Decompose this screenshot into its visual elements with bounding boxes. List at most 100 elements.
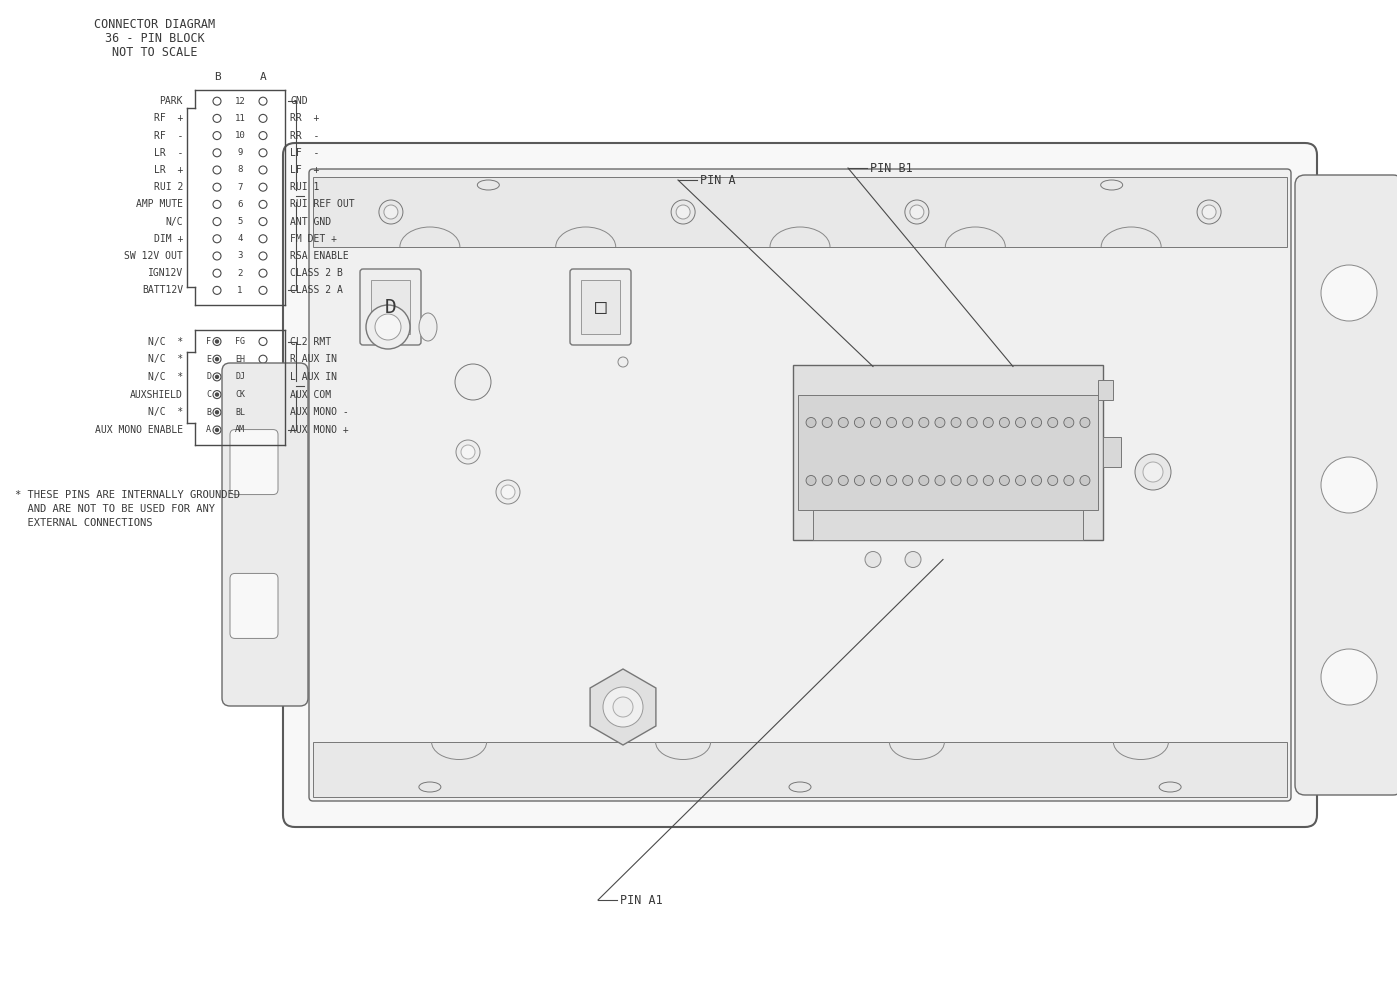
Circle shape xyxy=(212,166,221,174)
Text: LR  +: LR + xyxy=(154,165,183,175)
Circle shape xyxy=(1197,200,1221,224)
Ellipse shape xyxy=(419,313,437,341)
Circle shape xyxy=(212,409,221,416)
Circle shape xyxy=(455,440,481,464)
Text: RUI 2: RUI 2 xyxy=(154,182,183,192)
Circle shape xyxy=(870,417,880,427)
Bar xyxy=(813,510,1083,540)
Bar xyxy=(1098,380,1113,400)
Circle shape xyxy=(258,286,267,294)
Circle shape xyxy=(212,391,221,399)
Circle shape xyxy=(919,475,929,485)
Circle shape xyxy=(258,391,267,399)
Text: AND ARE NOT TO BE USED FOR ANY: AND ARE NOT TO BE USED FOR ANY xyxy=(15,504,215,514)
Circle shape xyxy=(212,149,221,157)
Text: AUXSHIELD: AUXSHIELD xyxy=(130,390,183,400)
Circle shape xyxy=(1031,475,1042,485)
Bar xyxy=(581,280,620,334)
Circle shape xyxy=(212,201,221,209)
Text: □: □ xyxy=(595,297,606,316)
Circle shape xyxy=(215,357,219,362)
Text: 12: 12 xyxy=(235,96,246,105)
Circle shape xyxy=(855,475,865,485)
Text: RR  +: RR + xyxy=(291,113,320,123)
Circle shape xyxy=(909,205,923,219)
Circle shape xyxy=(604,687,643,727)
Circle shape xyxy=(215,393,219,397)
Circle shape xyxy=(905,200,929,224)
Circle shape xyxy=(212,373,221,381)
Text: B: B xyxy=(214,72,221,82)
Circle shape xyxy=(258,235,267,243)
Circle shape xyxy=(1016,417,1025,427)
Text: NOT TO SCALE: NOT TO SCALE xyxy=(112,46,198,59)
FancyBboxPatch shape xyxy=(231,429,278,495)
FancyBboxPatch shape xyxy=(284,143,1317,827)
Circle shape xyxy=(823,417,833,427)
Circle shape xyxy=(258,183,267,191)
Text: RF  +: RF + xyxy=(154,113,183,123)
Circle shape xyxy=(384,205,398,219)
Text: N/C: N/C xyxy=(165,217,183,227)
Circle shape xyxy=(902,417,912,427)
Circle shape xyxy=(258,218,267,226)
Bar xyxy=(1104,437,1120,467)
Circle shape xyxy=(1201,205,1215,219)
Text: C: C xyxy=(205,390,211,399)
Text: AUX MONO +: AUX MONO + xyxy=(291,425,349,435)
Text: DIM +: DIM + xyxy=(154,234,183,244)
Ellipse shape xyxy=(789,782,812,792)
Text: AUX MONO -: AUX MONO - xyxy=(291,408,349,417)
Ellipse shape xyxy=(419,782,441,792)
Text: 7: 7 xyxy=(237,183,243,192)
Circle shape xyxy=(258,97,267,105)
Circle shape xyxy=(806,475,816,485)
Text: A: A xyxy=(260,72,267,82)
Circle shape xyxy=(455,364,490,400)
Circle shape xyxy=(617,357,629,367)
FancyBboxPatch shape xyxy=(1295,175,1397,795)
Text: R AUX IN: R AUX IN xyxy=(291,354,337,364)
Text: RR  -: RR - xyxy=(291,130,320,140)
Circle shape xyxy=(838,417,848,427)
Bar xyxy=(313,177,1287,247)
Text: 8: 8 xyxy=(237,165,243,175)
Circle shape xyxy=(374,314,401,340)
Circle shape xyxy=(258,114,267,122)
Circle shape xyxy=(935,417,944,427)
Circle shape xyxy=(258,252,267,260)
Text: EXTERNAL CONNECTIONS: EXTERNAL CONNECTIONS xyxy=(15,518,152,528)
Circle shape xyxy=(1322,265,1377,321)
Circle shape xyxy=(258,409,267,416)
Circle shape xyxy=(1322,457,1377,513)
Circle shape xyxy=(212,252,221,260)
Bar xyxy=(793,365,1104,540)
Text: AM: AM xyxy=(235,425,244,434)
Circle shape xyxy=(215,375,219,379)
Text: N/C  *: N/C * xyxy=(148,354,183,364)
Circle shape xyxy=(212,97,221,105)
Circle shape xyxy=(905,552,921,568)
Circle shape xyxy=(855,417,865,427)
Circle shape xyxy=(1048,417,1058,427)
Circle shape xyxy=(258,269,267,277)
Text: PIN A: PIN A xyxy=(700,174,736,187)
Text: PIN A1: PIN A1 xyxy=(620,894,662,907)
Circle shape xyxy=(671,200,696,224)
Circle shape xyxy=(823,475,833,485)
Text: N/C  *: N/C * xyxy=(148,372,183,382)
Ellipse shape xyxy=(478,180,499,190)
Circle shape xyxy=(258,166,267,174)
Text: BL: BL xyxy=(235,408,244,416)
Circle shape xyxy=(258,149,267,157)
Text: AUX COM: AUX COM xyxy=(291,390,331,400)
Text: IGN12V: IGN12V xyxy=(148,268,183,278)
Circle shape xyxy=(887,417,897,427)
Circle shape xyxy=(902,475,912,485)
Circle shape xyxy=(999,475,1010,485)
Text: CONNECTOR DIAGRAM: CONNECTOR DIAGRAM xyxy=(95,18,215,31)
Text: SW 12V OUT: SW 12V OUT xyxy=(124,250,183,261)
Text: CLASS 2 A: CLASS 2 A xyxy=(291,285,342,295)
Text: RF  -: RF - xyxy=(154,130,183,140)
Circle shape xyxy=(212,235,221,243)
